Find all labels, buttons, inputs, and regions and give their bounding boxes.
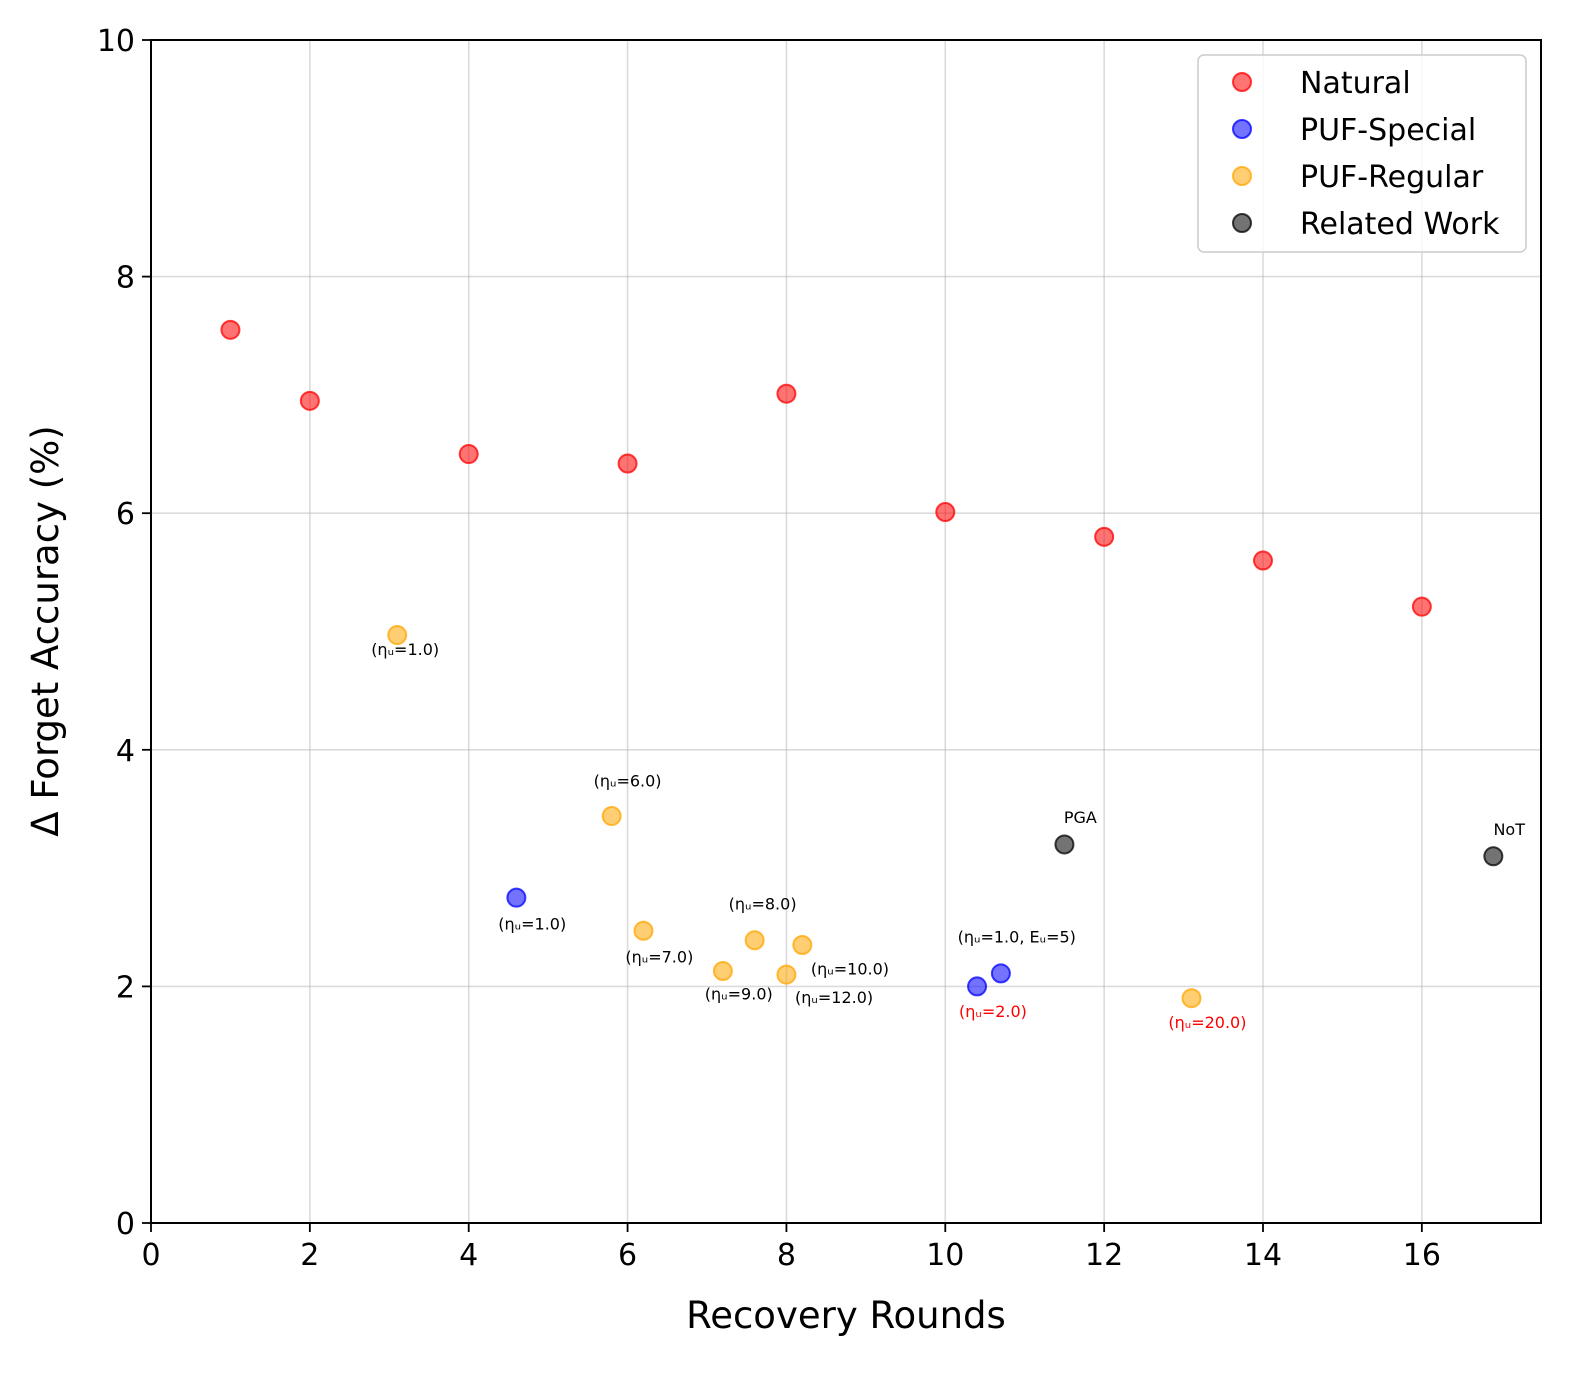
axis-ticks: 0 2 4 6 8 10 12 14 16 0 2 4 6 8 10 [97, 24, 1441, 1273]
x-tick-label: 8 [777, 1238, 796, 1273]
plot-frame [150, 39, 1542, 1224]
data-point-natural [935, 502, 956, 523]
point-annotation: (ηᵤ=20.0) [1168, 1013, 1246, 1032]
data-point-natural [617, 453, 638, 474]
point-annotation: (ηᵤ=8.0) [729, 895, 797, 914]
y-tick-label: 4 [116, 734, 135, 769]
grid [150, 39, 1541, 1224]
x-tick-label: 0 [141, 1238, 160, 1273]
legend-label: Natural [1300, 66, 1411, 101]
data-point-natural [1253, 550, 1273, 571]
data-point-puf-regular [792, 934, 813, 955]
legend-label: PUF-Special [1300, 113, 1476, 148]
point-annotation: (ηᵤ=7.0) [625, 948, 693, 967]
y-tick-label: 2 [116, 970, 135, 1005]
point-annotation: NoT [1493, 820, 1525, 839]
data-point-related-work [1054, 834, 1075, 855]
point-annotation: (ηᵤ=1.0, Eᵤ=5) [958, 928, 1076, 947]
y-tick-label: 0 [116, 1207, 135, 1242]
x-tick-label: 12 [1085, 1238, 1123, 1273]
point-annotation: PGA [1064, 808, 1097, 827]
point-annotation: (ηᵤ=6.0) [594, 771, 662, 790]
data-point-puf-regular [633, 920, 654, 941]
data-point-related-work [1483, 846, 1504, 867]
data-point-puf-regular [776, 964, 797, 985]
legend: Natural PUF-Special PUF-Regular Related Wor… [1197, 54, 1527, 253]
point-annotation: (ηᵤ=9.0) [705, 984, 773, 1003]
x-tick-label: 10 [926, 1238, 964, 1273]
data-point-puf-regular [1181, 988, 1202, 1009]
data-point-natural [458, 444, 479, 465]
data-point-natural [299, 390, 320, 411]
y-tick-label: 8 [116, 261, 135, 296]
x-tick-label: 14 [1244, 1238, 1282, 1273]
data-point-puf-regular [387, 625, 408, 646]
legend-marker [1232, 119, 1252, 139]
point-annotation: (ηᵤ=10.0) [811, 960, 889, 979]
data-point-natural [1094, 526, 1115, 547]
data-point-puf-special [506, 887, 527, 908]
legend-box [1197, 54, 1527, 253]
data-point-puf-special [967, 976, 988, 997]
y-tick-label: 10 [97, 24, 135, 59]
point-annotation: (ηᵤ=2.0) [959, 1002, 1027, 1021]
legend-marker [1232, 166, 1252, 186]
data-point-puf-regular [744, 930, 765, 951]
legend-label: Related Work [1300, 207, 1500, 242]
x-tick-label: 6 [618, 1238, 637, 1273]
x-axis-title: Recovery Rounds [686, 1294, 1006, 1337]
x-tick-label: 2 [300, 1238, 319, 1273]
data-point-natural [776, 383, 797, 404]
annotations: (ηᵤ=1.0) (ηᵤ=6.0) (ηᵤ=1.0) (ηᵤ=7.0) (ηᵤ=8.0)… [371, 640, 1525, 1032]
data-point-puf-regular [712, 961, 733, 982]
x-tick-label: 4 [459, 1238, 478, 1273]
data-points [220, 319, 1504, 1009]
legend-label: PUF-Regular [1300, 160, 1484, 195]
data-point-natural [220, 319, 241, 340]
y-tick-label: 6 [116, 497, 135, 532]
point-annotation: (ηᵤ=1.0) [498, 915, 566, 934]
legend-marker [1232, 72, 1252, 92]
data-point-natural [1411, 596, 1432, 617]
x-tick-label: 16 [1403, 1238, 1441, 1273]
y-axis-title: Δ Forget Accuracy (%) [24, 425, 67, 836]
data-point-puf-regular [601, 806, 622, 827]
legend-marker [1232, 213, 1252, 233]
point-annotation: (ηᵤ=12.0) [795, 988, 873, 1007]
point-annotation: (ηᵤ=1.0) [371, 640, 439, 659]
data-point-puf-special [990, 963, 1011, 984]
